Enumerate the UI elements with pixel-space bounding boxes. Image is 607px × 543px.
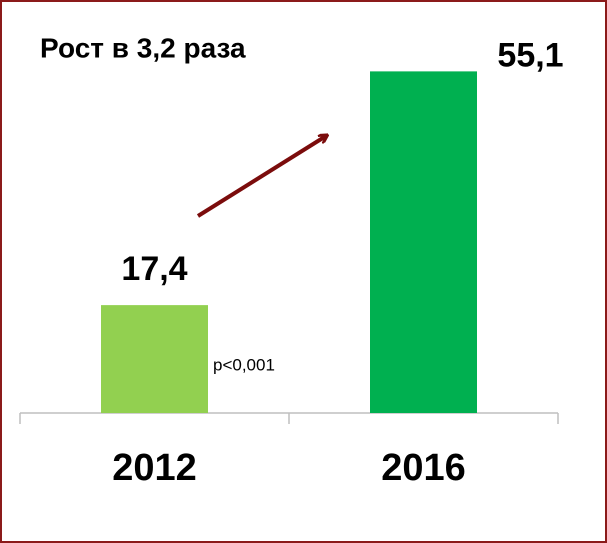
x-tick-label: 2012 (112, 447, 197, 489)
x-tick-label: 2016 (381, 447, 466, 489)
growth-arrow (196, 136, 326, 218)
bar (370, 71, 477, 413)
bar (101, 305, 208, 413)
growth-annotation: Рост в 3,2 раза (40, 32, 246, 63)
p-value-annotation: p<0,001 (213, 355, 275, 374)
data-label: 55,1 (497, 36, 563, 74)
data-label: 17,4 (121, 250, 187, 288)
